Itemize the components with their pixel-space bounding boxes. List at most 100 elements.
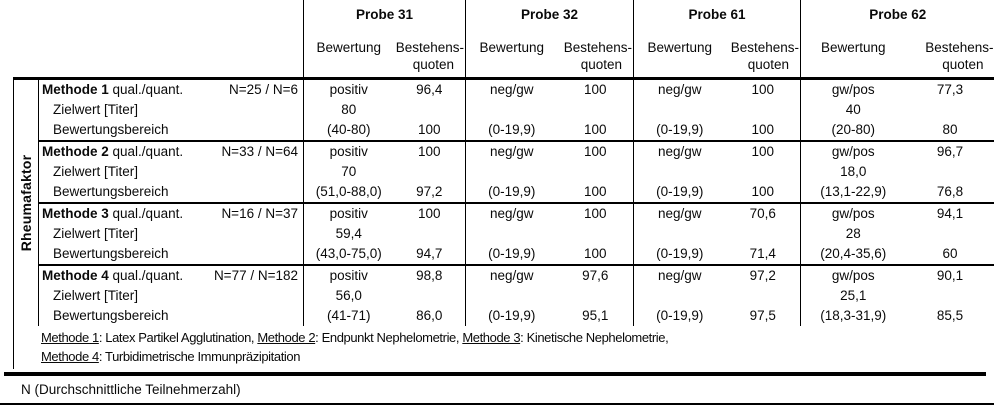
bestehensquote-value: 97,6 bbox=[557, 263, 634, 286]
probe-header: Probe 61 bbox=[633, 0, 801, 36]
corner-spacer bbox=[14, 0, 304, 36]
empty-cell bbox=[906, 224, 994, 244]
bestehensquote-value: 70,6 bbox=[725, 201, 801, 224]
bestehensquoten-header-line2: quoten bbox=[412, 57, 454, 72]
empty-cell bbox=[558, 162, 634, 182]
table-body: Rheumafaktor N=25 / N=6 Methode 1 qual./qu… bbox=[13, 77, 994, 326]
bereich-value: (43,0-75,0) bbox=[303, 243, 394, 265]
bestehensquote-value: 100 bbox=[393, 139, 466, 162]
method-title-cell: N=77 / N=182 Methode 4 qual./quant. bbox=[38, 263, 304, 286]
method-name: Methode 2 bbox=[42, 143, 109, 159]
bestehensquote-value: 94,7 bbox=[416, 245, 443, 261]
bereich-value: (0-19,9) bbox=[465, 243, 558, 265]
bestehensquote-value: 97,5 bbox=[749, 307, 776, 323]
method-title-cell: N=33 / N=64 Methode 2 qual./quant. bbox=[38, 139, 304, 162]
zielwert-value: 18,0 bbox=[800, 161, 906, 182]
bereich-value: (18,3-31,9) bbox=[800, 305, 906, 326]
zielwert-value bbox=[465, 223, 558, 244]
bestehensquoten-header: Bestehens-quoten bbox=[393, 36, 466, 80]
bereich-value: (41-71) bbox=[303, 305, 394, 326]
zielwert-value: 80 bbox=[303, 99, 394, 120]
bestehensquote-value: 60 bbox=[942, 245, 958, 261]
method-name: Methode 3 bbox=[42, 205, 109, 221]
bestehensquote-value: 86,0 bbox=[416, 307, 443, 323]
empty-cell bbox=[394, 100, 466, 120]
bewertung-header: Bewertung bbox=[800, 36, 906, 80]
bewertung-value: positiv bbox=[303, 77, 394, 100]
empty-cell bbox=[726, 286, 801, 306]
footnote-method-3: Methode 3 bbox=[462, 329, 521, 345]
empty-cell bbox=[558, 100, 634, 120]
zielwert-row: Zielwert [Titer] 56,0 25,1 bbox=[14, 285, 994, 306]
bereich-value: (40-80) bbox=[303, 119, 394, 141]
footnote-method-4: Methode 4 bbox=[41, 348, 99, 364]
footnote-method-2: Methode 2 bbox=[257, 329, 316, 345]
bestehensquoten-header-line2: quoten bbox=[942, 57, 984, 72]
bewertung-value: positiv bbox=[303, 139, 394, 162]
method-name: Methode 4 bbox=[42, 267, 109, 283]
method-row: N=16 / N=37 Methode 3 qual./quant. positiv… bbox=[14, 201, 994, 224]
bereich-value: (0-19,9) bbox=[465, 119, 558, 141]
bereich-row: Bewertungsbereich (51,0-88,0) 97,2 (0-19,9)… bbox=[14, 181, 994, 203]
bestehensquote-value: 100 bbox=[417, 121, 441, 137]
zielwert-label: Zielwert [Titer] bbox=[53, 101, 139, 117]
bestehensquote-value: 100 bbox=[751, 183, 775, 199]
bestehensquoten-header-line2: quoten bbox=[580, 57, 622, 72]
bestehensquote-value: 76,8 bbox=[936, 183, 964, 199]
method-title-cell: N=25 / N=6 Methode 1 qual./quant. bbox=[38, 77, 304, 100]
method-row: Rheumafaktor N=25 / N=6 Methode 1 qual./qu… bbox=[13, 77, 994, 326]
results-table: Probe 31 Probe 32 Probe 61 Probe 62 Bewe… bbox=[13, 0, 994, 369]
zielwert-value: 40 bbox=[800, 99, 906, 120]
probe-header-row: Probe 31 Probe 32 Probe 61 Probe 62 bbox=[14, 0, 994, 36]
bereich-label: Bewertungsbereich bbox=[53, 183, 169, 199]
bestehensquoten-header-line2: quoten bbox=[747, 57, 789, 72]
empty-cell bbox=[906, 162, 994, 182]
footnote-row: Methode 1: Latex Partikel Agglutination,… bbox=[13, 325, 994, 369]
bewertung-header: Bewertung bbox=[303, 36, 394, 80]
empty-cell bbox=[394, 224, 466, 244]
bewertung-value: neg/gw bbox=[465, 263, 558, 286]
probe-header: Probe 31 bbox=[303, 0, 466, 36]
bereich-value: (0-19,9) bbox=[633, 243, 726, 265]
zielwert-label: Zielwert [Titer] bbox=[53, 163, 139, 179]
empty-cell bbox=[394, 162, 466, 182]
empty-cell bbox=[906, 100, 994, 120]
empty-cell bbox=[558, 224, 634, 244]
method-row: N=33 / N=64 Methode 2 qual./quant. positiv… bbox=[14, 139, 994, 162]
bereich-label: Bewertungsbereich bbox=[53, 307, 169, 323]
bestehensquote-value: 97,2 bbox=[725, 263, 801, 286]
bestehensquote-value: 100 bbox=[557, 201, 634, 224]
footnote-text: : Latex Partikel Agglutination, bbox=[98, 329, 258, 345]
empty-cell bbox=[558, 286, 634, 306]
bewertung-value: neg/gw bbox=[633, 77, 726, 100]
bestehensquote-value: 100 bbox=[583, 121, 607, 137]
bereich-value: (13,1-22,9) bbox=[800, 181, 906, 203]
empty-cell bbox=[906, 286, 994, 306]
zielwert-row: Zielwert [Titer] 80 40 bbox=[14, 99, 994, 120]
bewertung-value: neg/gw bbox=[633, 201, 726, 224]
empty-cell bbox=[726, 100, 801, 120]
bestehensquote-value: 95,1 bbox=[582, 307, 609, 323]
bereich-value: (20,4-35,6) bbox=[800, 243, 906, 265]
footnote-body: Methode 1: Latex Partikel Agglutination,… bbox=[13, 325, 994, 369]
bestehensquote-value: 96,7 bbox=[905, 139, 994, 162]
zielwert-value bbox=[465, 285, 558, 306]
bestehensquote-value: 96,4 bbox=[393, 77, 466, 100]
bereich-value: (0-19,9) bbox=[633, 181, 726, 203]
bereich-row: Bewertungsbereich (41-71) 86,0 (0-19,9) 95,1… bbox=[14, 305, 994, 326]
footnote-text: : Turbidimetrische Immunpräzipitation bbox=[98, 348, 301, 364]
bewertung-header: Bewertung bbox=[633, 36, 726, 80]
bestehensquoten-header-line1: Bestehens- bbox=[925, 40, 994, 55]
bereich-value: (0-19,9) bbox=[633, 305, 726, 326]
bewertung-value: neg/gw bbox=[633, 263, 726, 286]
bestehensquote-value: 100 bbox=[557, 139, 634, 162]
bestehensquoten-header-line1: Bestehens- bbox=[395, 40, 464, 55]
bestehensquoten-header: Bestehens-quoten bbox=[557, 36, 634, 80]
zielwert-value bbox=[633, 99, 726, 120]
footnote-line1: Methode 1: Latex Partikel Agglutination,… bbox=[41, 328, 994, 347]
bereich-label: Bewertungsbereich bbox=[53, 121, 169, 137]
zielwert-value bbox=[633, 285, 726, 306]
method-n-value: N=25 / N=6 bbox=[228, 81, 298, 97]
method-n-value: N=16 / N=37 bbox=[221, 205, 298, 221]
